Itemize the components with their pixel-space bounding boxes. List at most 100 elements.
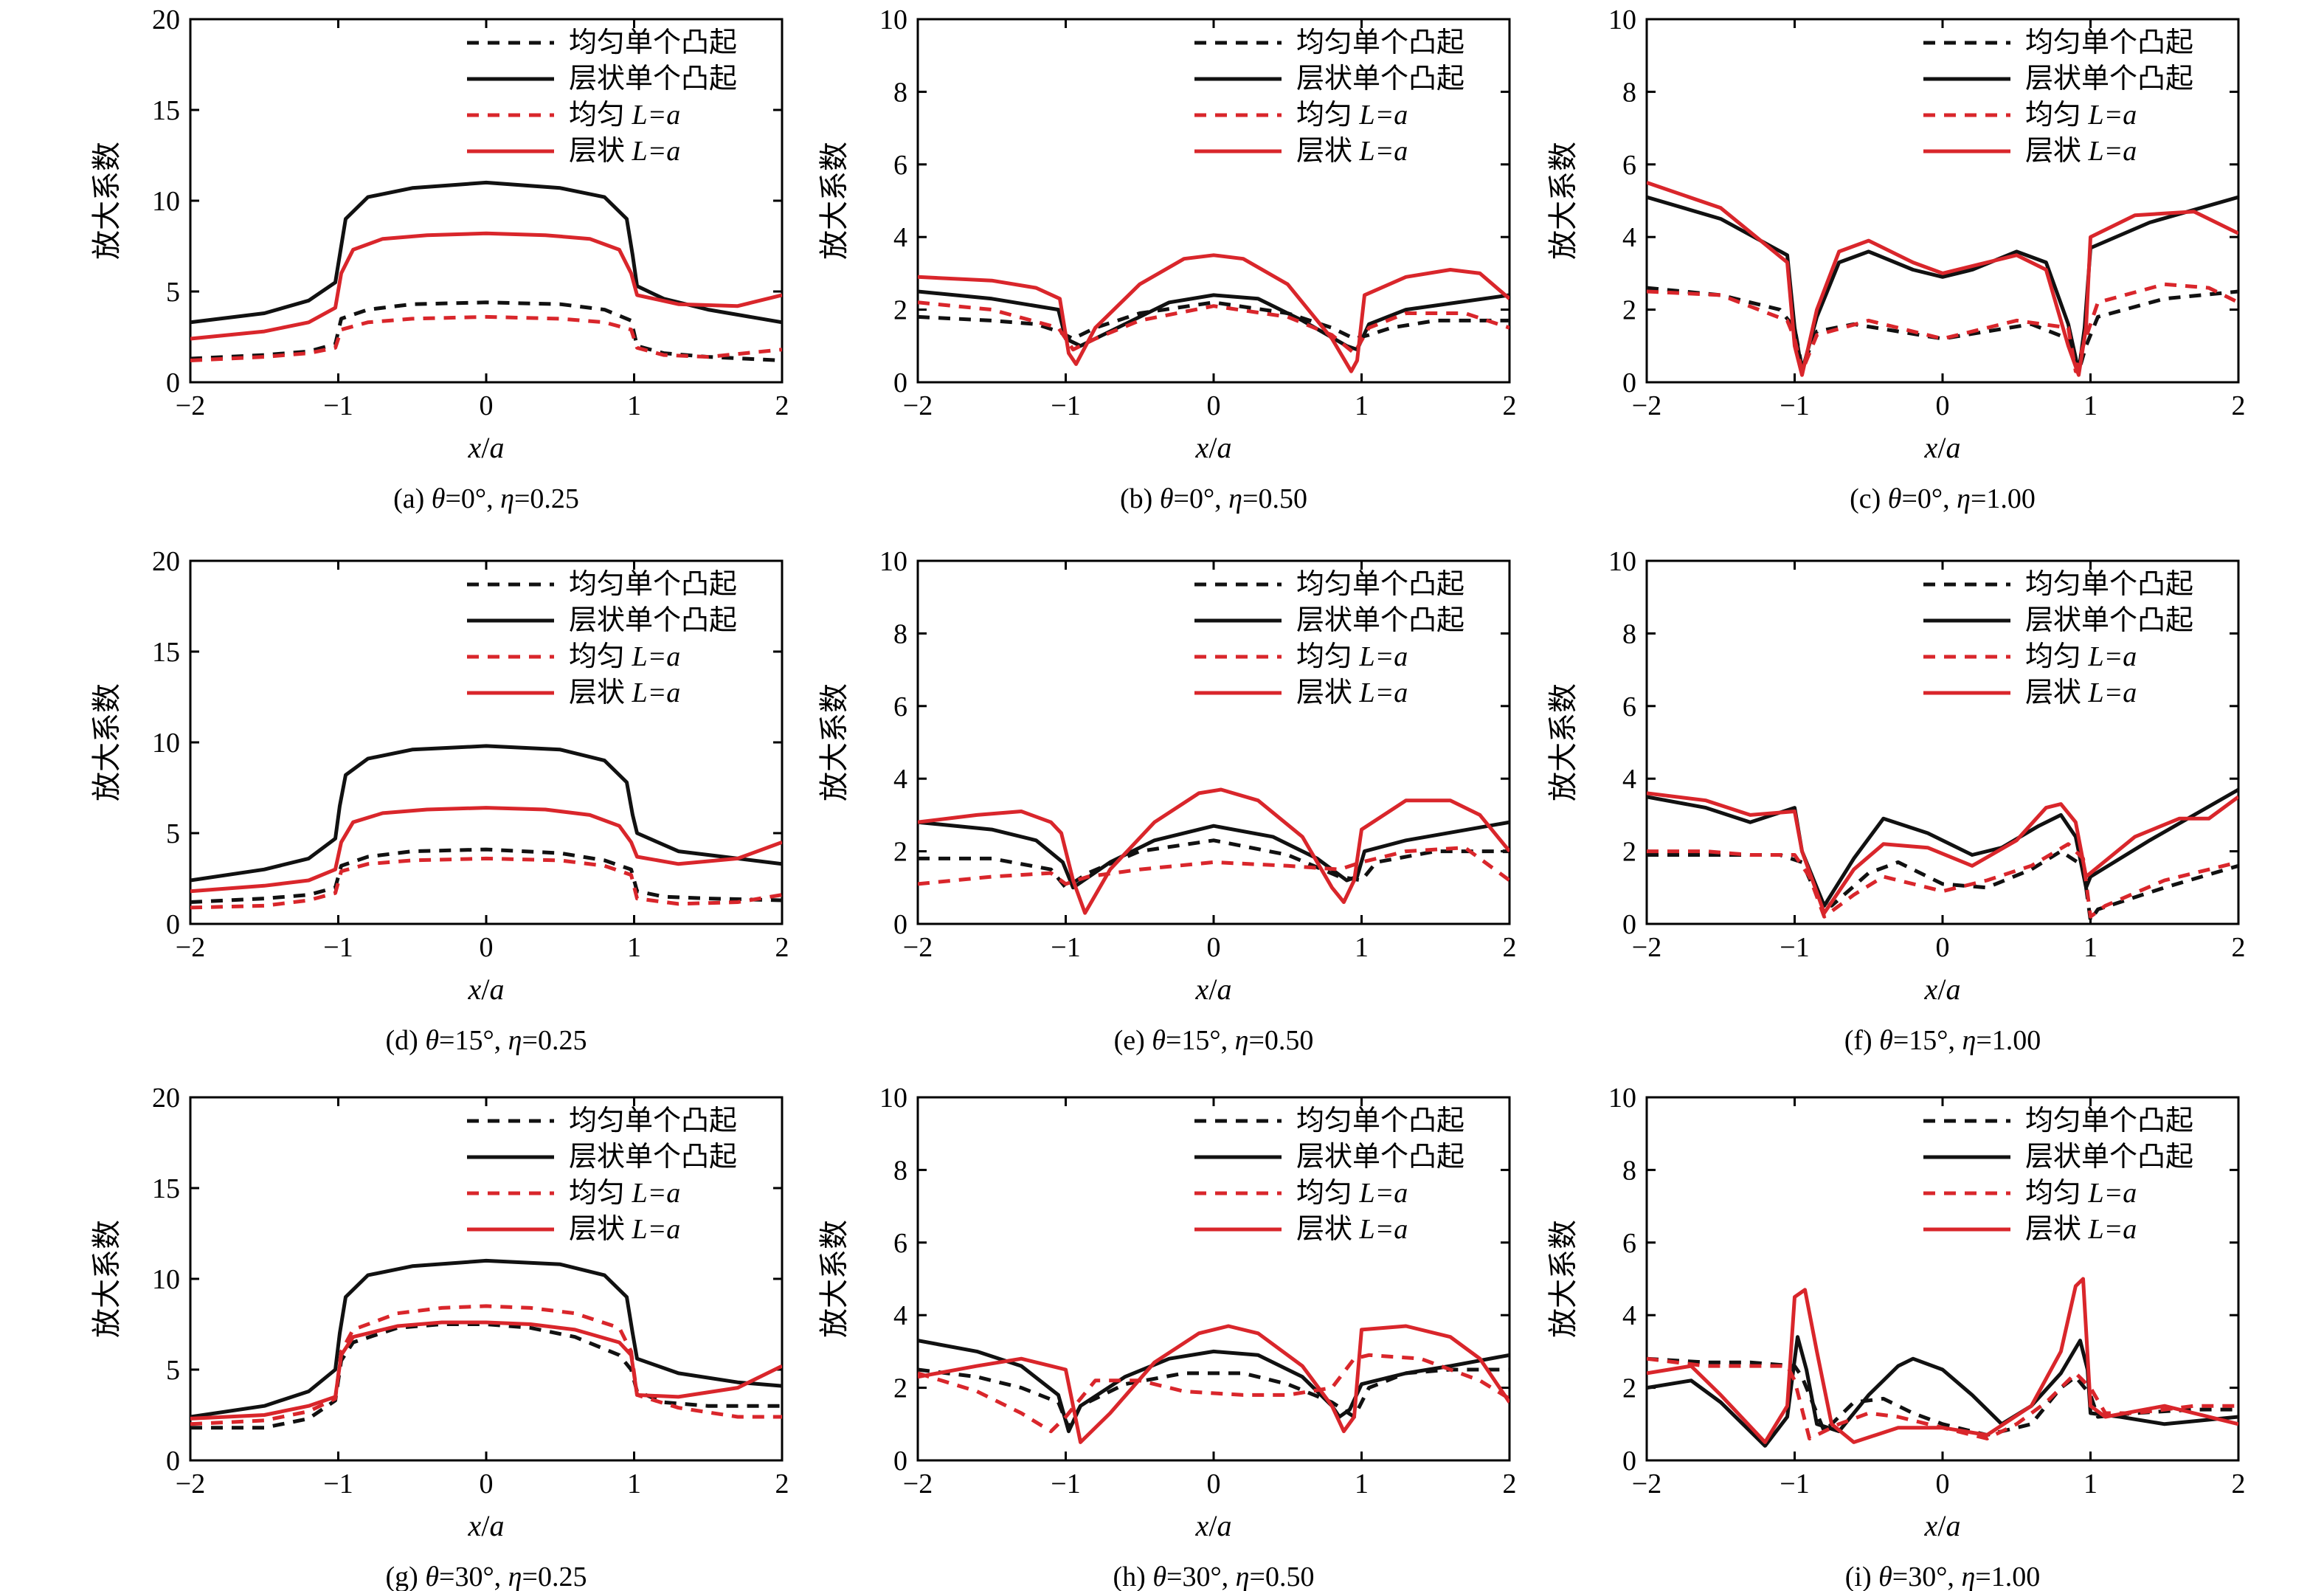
y-tick-label: 10 [152, 186, 180, 217]
x-tick-label: 0 [1936, 932, 1950, 963]
x-tick-label: 1 [1355, 1469, 1369, 1499]
y-tick-label: 0 [893, 909, 907, 940]
x-tick-label: −1 [1051, 1469, 1080, 1499]
y-tick-label: 2 [1622, 1373, 1636, 1404]
series-line-层状单个凸起 [918, 820, 1509, 890]
series-line-均匀-Leqa [190, 1304, 782, 1426]
x-tick-label: −2 [1632, 932, 1661, 963]
y-tick-label: 6 [893, 150, 907, 181]
x-tick-label: 2 [1503, 390, 1517, 421]
y-tick-label: 4 [1622, 222, 1636, 253]
y-tick-label: 8 [1622, 618, 1636, 649]
y-axis-label: 放大系数 [90, 683, 123, 801]
legend-label-均匀单个凸起: 均匀单个凸起 [1296, 569, 1464, 600]
y-tick-label: 0 [893, 1446, 907, 1477]
x-axis-label: x/a [468, 431, 505, 464]
y-axis-label: 放大系数 [1546, 142, 1580, 260]
y-tick-label: 4 [1622, 764, 1636, 795]
series-line-层状-Leqa [918, 1324, 1509, 1444]
legend-label-层状-Leqa: 层状 L=a [569, 1214, 680, 1245]
series-line-均匀-Leqa [1647, 842, 2238, 919]
legend-label-层状单个凸起: 层状单个凸起 [2025, 1142, 2193, 1173]
x-tick-label: 1 [627, 932, 641, 963]
y-tick-label: 5 [166, 277, 180, 308]
legend-label-均匀-Leqa: 均匀 L=a [569, 1178, 680, 1209]
series-line-层状-Leqa [1647, 791, 2238, 915]
x-tick-label: 0 [480, 1469, 494, 1499]
y-tick-label: 10 [879, 1083, 907, 1114]
x-axis-label: x/a [1924, 1509, 1961, 1542]
x-tick-label: 2 [1503, 1469, 1517, 1499]
y-tick-label: 10 [1608, 4, 1636, 35]
y-axis-label: 放大系数 [1546, 1220, 1580, 1338]
y-tick-label: 8 [1622, 77, 1636, 108]
y-tick-label: 2 [1622, 837, 1636, 868]
series-line-层状单个凸起 [190, 180, 782, 325]
legend-label-层状-Leqa: 层状 L=a [2025, 136, 2137, 167]
x-axis-label: x/a [1924, 973, 1961, 1006]
series-line-层状-Leqa [918, 253, 1509, 373]
x-tick-label: −2 [1632, 1469, 1661, 1499]
legend-label-层状单个凸起: 层状单个凸起 [569, 1142, 737, 1173]
y-tick-label: 2 [893, 1373, 907, 1404]
series-line-均匀-Leqa [190, 314, 782, 362]
y-tick-label: 15 [152, 1173, 180, 1204]
x-tick-label: −1 [323, 932, 353, 963]
panel-caption: (g) θ=30°, η=0.25 [386, 1561, 587, 1591]
y-tick-label: 2 [893, 837, 907, 868]
y-tick-label: 2 [893, 295, 907, 326]
x-tick-label: −1 [1780, 1469, 1809, 1499]
y-tick-label: 4 [893, 222, 907, 253]
x-tick-label: 1 [2083, 932, 2098, 963]
legend-label-层状-Leqa: 层状 L=a [1296, 677, 1408, 708]
panel-caption: (a) θ=0°, η=0.25 [393, 483, 579, 514]
x-tick-label: 2 [2232, 390, 2246, 421]
series-line-层状单个凸起 [1647, 195, 2238, 373]
y-tick-label: 10 [1608, 546, 1636, 577]
x-tick-label: 1 [2083, 390, 2098, 421]
legend-label-层状-Leqa: 层状 L=a [569, 677, 680, 708]
legend-label-均匀单个凸起: 均匀单个凸起 [2025, 27, 2193, 58]
y-tick-label: 10 [879, 546, 907, 577]
x-axis-label: x/a [1195, 973, 1232, 1006]
y-tick-label: 10 [152, 1264, 180, 1295]
x-tick-label: 0 [480, 390, 494, 421]
y-tick-label: 5 [166, 1355, 180, 1386]
series-line-层状-Leqa [190, 231, 782, 341]
y-tick-label: 0 [1622, 367, 1636, 398]
legend-label-均匀-Leqa: 均匀 L=a [2025, 641, 2137, 672]
legend-label-均匀单个凸起: 均匀单个凸起 [2025, 569, 2193, 600]
x-tick-label: −1 [323, 390, 353, 421]
legend-label-均匀单个凸起: 均匀单个凸起 [2025, 1105, 2193, 1136]
legend-label-层状单个凸起: 层状单个凸起 [1296, 63, 1464, 94]
legend-label-层状单个凸起: 层状单个凸起 [2025, 605, 2193, 636]
legend-label-层状单个凸起: 层状单个凸起 [1296, 1142, 1464, 1173]
x-tick-label: 0 [1207, 932, 1221, 963]
x-tick-label: 1 [1355, 390, 1369, 421]
y-axis-label: 放大系数 [817, 1220, 851, 1338]
x-tick-label: −2 [903, 1469, 933, 1499]
x-axis-label: x/a [468, 1509, 505, 1542]
legend-label-均匀单个凸起: 均匀单个凸起 [569, 27, 737, 58]
x-tick-label: 0 [1207, 1469, 1221, 1499]
legend-label-层状-Leqa: 层状 L=a [569, 136, 680, 167]
y-tick-label: 8 [893, 77, 907, 108]
y-tick-label: 0 [166, 1446, 180, 1477]
x-axis-label: x/a [468, 973, 505, 1006]
legend-label-均匀-Leqa: 均匀 L=a [569, 641, 680, 672]
legend-label-均匀-Leqa: 均匀 L=a [569, 100, 680, 131]
panel-caption: (c) θ=0°, η=1.00 [1850, 483, 2036, 514]
series-line-均匀-Leqa [918, 300, 1509, 356]
legend-label-均匀-Leqa: 均匀 L=a [1296, 100, 1408, 131]
y-tick-label: 4 [1622, 1300, 1636, 1331]
series-line-均匀-Leqa [190, 856, 782, 910]
x-tick-label: −2 [1632, 390, 1661, 421]
